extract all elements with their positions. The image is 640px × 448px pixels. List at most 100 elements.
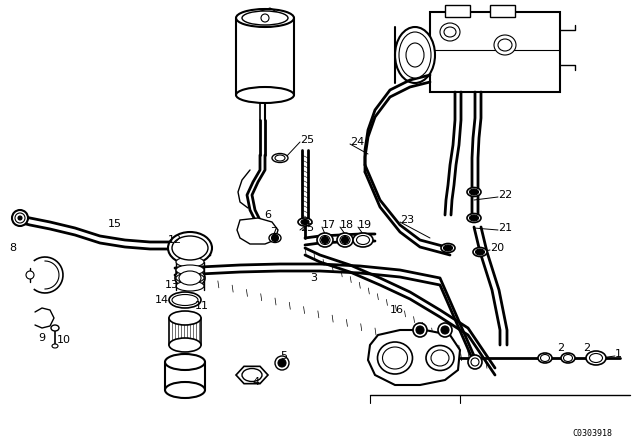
Polygon shape xyxy=(236,366,268,383)
Ellipse shape xyxy=(395,27,435,83)
Ellipse shape xyxy=(272,154,288,163)
Ellipse shape xyxy=(467,214,481,223)
Ellipse shape xyxy=(179,271,201,285)
Text: 5: 5 xyxy=(280,351,287,361)
Circle shape xyxy=(15,213,25,223)
Ellipse shape xyxy=(541,354,550,362)
Text: 6: 6 xyxy=(264,210,271,220)
Ellipse shape xyxy=(470,189,479,195)
Ellipse shape xyxy=(242,369,262,382)
Text: 3: 3 xyxy=(310,273,317,283)
Circle shape xyxy=(438,323,452,337)
Ellipse shape xyxy=(538,353,552,363)
Ellipse shape xyxy=(169,338,201,352)
Text: 8: 8 xyxy=(9,243,16,253)
Text: 2: 2 xyxy=(557,343,564,353)
Ellipse shape xyxy=(378,342,413,374)
Ellipse shape xyxy=(176,257,204,267)
Ellipse shape xyxy=(337,233,353,247)
Ellipse shape xyxy=(169,311,201,325)
Ellipse shape xyxy=(176,265,204,275)
Text: 10: 10 xyxy=(57,335,71,345)
Text: 15: 15 xyxy=(108,219,122,229)
Bar xyxy=(490,5,515,17)
Ellipse shape xyxy=(399,32,431,78)
Polygon shape xyxy=(368,330,460,385)
Circle shape xyxy=(275,356,289,370)
Text: 9: 9 xyxy=(38,333,45,343)
Ellipse shape xyxy=(383,347,408,369)
Circle shape xyxy=(342,237,349,244)
Circle shape xyxy=(18,216,22,220)
Text: 22: 22 xyxy=(498,190,512,200)
Ellipse shape xyxy=(406,43,424,67)
Ellipse shape xyxy=(172,236,208,260)
Ellipse shape xyxy=(176,281,204,291)
Ellipse shape xyxy=(494,35,516,55)
Ellipse shape xyxy=(301,220,309,224)
Ellipse shape xyxy=(444,27,456,37)
Text: 23: 23 xyxy=(400,215,414,225)
Text: 20: 20 xyxy=(490,243,504,253)
Text: 16: 16 xyxy=(390,305,404,315)
Ellipse shape xyxy=(169,292,201,308)
Text: 14: 14 xyxy=(155,295,169,305)
Ellipse shape xyxy=(176,273,204,283)
Text: 13: 13 xyxy=(165,280,179,290)
Bar xyxy=(445,5,470,17)
Ellipse shape xyxy=(563,354,573,362)
Ellipse shape xyxy=(298,218,312,226)
Ellipse shape xyxy=(165,354,205,370)
Text: 4: 4 xyxy=(252,377,259,387)
Text: 12: 12 xyxy=(168,235,182,245)
Ellipse shape xyxy=(498,39,512,51)
Ellipse shape xyxy=(431,350,449,366)
Ellipse shape xyxy=(586,351,606,365)
Ellipse shape xyxy=(473,247,487,257)
Text: 1: 1 xyxy=(615,349,622,359)
Ellipse shape xyxy=(242,11,288,25)
Ellipse shape xyxy=(317,233,333,247)
Text: 18: 18 xyxy=(340,220,354,230)
Circle shape xyxy=(26,271,34,279)
Ellipse shape xyxy=(269,233,281,242)
Text: 7: 7 xyxy=(270,227,277,237)
Polygon shape xyxy=(237,218,278,244)
Ellipse shape xyxy=(320,236,330,245)
Ellipse shape xyxy=(172,294,198,306)
Ellipse shape xyxy=(476,249,484,255)
Circle shape xyxy=(271,234,278,241)
Text: 21: 21 xyxy=(498,223,512,233)
Ellipse shape xyxy=(52,344,58,348)
Ellipse shape xyxy=(440,23,460,41)
Ellipse shape xyxy=(589,353,602,362)
Text: 17: 17 xyxy=(322,220,336,230)
Circle shape xyxy=(468,355,482,369)
Ellipse shape xyxy=(470,215,479,221)
Ellipse shape xyxy=(444,245,452,251)
Ellipse shape xyxy=(426,345,454,370)
Circle shape xyxy=(441,326,449,334)
Text: 11: 11 xyxy=(195,301,209,311)
Text: C0303918: C0303918 xyxy=(572,429,612,438)
Ellipse shape xyxy=(168,232,212,264)
Ellipse shape xyxy=(441,244,455,253)
Ellipse shape xyxy=(165,382,205,398)
Circle shape xyxy=(413,323,427,337)
Text: 25: 25 xyxy=(300,135,314,145)
Circle shape xyxy=(12,210,28,226)
Circle shape xyxy=(416,326,424,334)
Ellipse shape xyxy=(467,188,481,197)
Ellipse shape xyxy=(51,325,59,331)
Ellipse shape xyxy=(340,236,350,245)
Ellipse shape xyxy=(356,236,369,245)
Text: 24: 24 xyxy=(350,137,364,147)
Ellipse shape xyxy=(353,233,373,247)
Ellipse shape xyxy=(175,268,205,288)
Ellipse shape xyxy=(236,9,294,27)
Bar xyxy=(430,12,560,92)
Text: 19: 19 xyxy=(358,220,372,230)
Ellipse shape xyxy=(275,155,285,161)
Circle shape xyxy=(261,14,269,22)
Circle shape xyxy=(321,237,328,244)
